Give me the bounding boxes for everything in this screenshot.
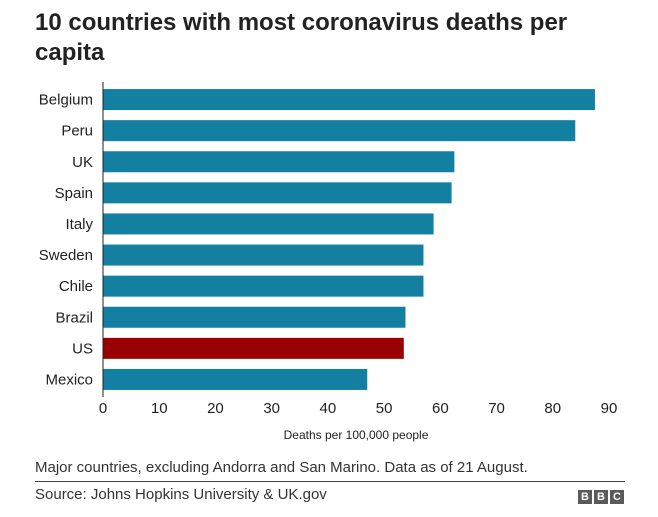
x-tick-label: 10 (151, 400, 168, 417)
bbc-logo-letter: B (594, 490, 608, 504)
footnote: Major countries, excluding Andorra and S… (35, 459, 528, 476)
category-label: US (72, 340, 93, 357)
category-label: Spain (55, 185, 93, 202)
divider (35, 481, 625, 482)
x-tick-label: 30 (263, 400, 280, 417)
bar (103, 213, 434, 235)
category-label: Belgium (39, 92, 93, 109)
category-label: Chile (59, 278, 93, 295)
bar-chart: Belgium Peru UK Spain Italy Sweden Chile Brazil… (39, 82, 618, 442)
x-tick-label: 20 (207, 400, 224, 417)
x-tick-label: 90 (601, 400, 618, 417)
bbc-logo-letter: C (610, 490, 624, 504)
chart-title: 10 countries with most coronavirus death… (35, 9, 568, 66)
category-label: Peru (61, 123, 93, 140)
x-tick-label: 80 (544, 400, 561, 417)
x-tick-label: 0 (99, 400, 107, 417)
category-label: Sweden (39, 247, 93, 264)
bar (103, 275, 424, 297)
bar (103, 306, 406, 328)
bbc-logo-letter: B (578, 490, 592, 504)
bar (103, 182, 452, 204)
source-note: Source: Johns Hopkins University & UK.go… (35, 486, 327, 503)
bar (103, 244, 424, 266)
x-tick-label: 50 (376, 400, 393, 417)
category-label: Italy (65, 216, 93, 233)
bar (103, 337, 404, 359)
x-axis-label: Deaths per 100,000 people (284, 428, 429, 442)
x-tick-label: 60 (432, 400, 449, 417)
x-tick-label: 40 (320, 400, 337, 417)
x-tick-label: 70 (488, 400, 505, 417)
bar (103, 120, 576, 142)
bar (103, 151, 455, 173)
bar (103, 368, 368, 390)
category-label: UK (72, 154, 93, 171)
bar (103, 89, 595, 111)
bbc-logo: B B C (578, 490, 624, 504)
category-label: Brazil (55, 309, 93, 326)
category-label: Mexico (45, 371, 93, 388)
